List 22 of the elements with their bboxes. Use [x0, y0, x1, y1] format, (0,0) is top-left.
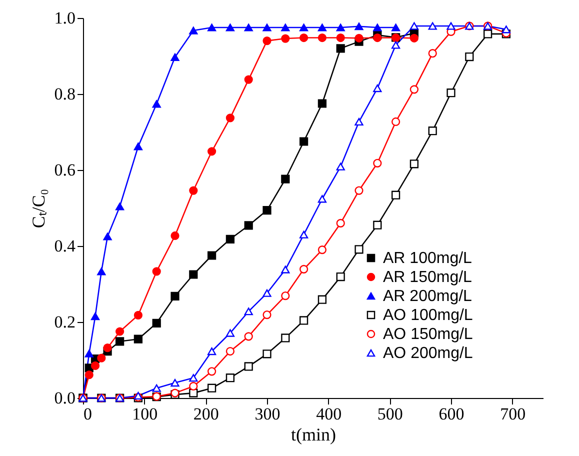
x-tick-label: 700	[500, 404, 526, 424]
y-tick-label: 0.2	[54, 312, 76, 332]
x-tick-label: 500	[377, 404, 403, 424]
legend-label: AO 100mg/L	[383, 307, 473, 324]
legend-label: AR 150mg/L	[383, 269, 472, 286]
legend-label: AO 200mg/L	[383, 345, 473, 362]
x-tick-label: 300	[254, 404, 280, 424]
y-axis-title: Cₜ/C₀	[28, 188, 48, 228]
legend-label: AR 200mg/L	[383, 288, 472, 305]
y-tick-label: 0.6	[54, 160, 76, 180]
x-tick-label: 200	[193, 404, 219, 424]
y-tick-label: 0.0	[54, 388, 76, 408]
y-tick-label: 0.8	[54, 84, 76, 104]
x-tick-label: 600	[438, 404, 464, 424]
x-tick-label: 100	[132, 404, 158, 424]
x-tick-label: 400	[316, 404, 342, 424]
legend-label: AR 100mg/L	[383, 250, 472, 267]
x-axis-title: t(min)	[291, 424, 336, 444]
x-tick-label: 0	[84, 404, 92, 424]
y-tick-label: 0.4	[54, 236, 76, 256]
y-tick-label: 1.0	[54, 8, 76, 28]
legend-label: AO 150mg/L	[383, 326, 473, 343]
